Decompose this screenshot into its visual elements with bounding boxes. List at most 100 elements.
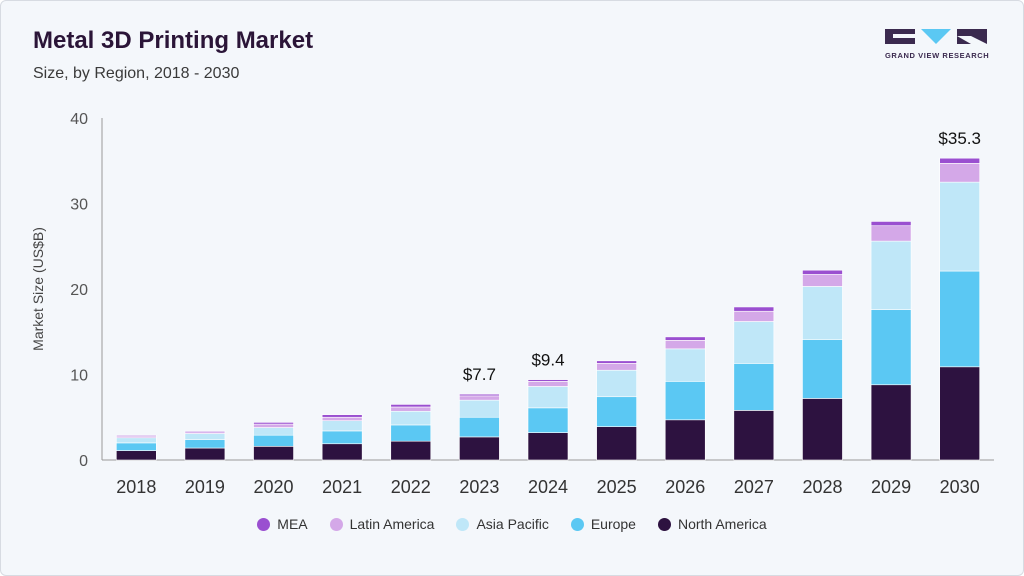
bar-segment-europe — [596, 396, 637, 427]
legend-item-mea[interactable]: MEA — [257, 516, 308, 532]
x-tick-label: 2022 — [391, 477, 431, 497]
legend-label-asia-pacific: Asia Pacific — [476, 516, 549, 532]
bar-segment-europe — [321, 430, 363, 445]
bar-segment-europe — [802, 339, 843, 399]
bar-segment-mea — [664, 336, 706, 341]
bar-segment-europe — [253, 434, 294, 447]
legend-item-north-america[interactable]: North America — [657, 516, 767, 532]
legend-label-mea: MEA — [277, 516, 308, 532]
bar-segment-north-america — [253, 446, 294, 461]
bar-segment-latin-america — [390, 406, 432, 412]
bar-segment-north-america — [184, 447, 226, 461]
bar-segment-asia-pacific — [733, 321, 775, 364]
bar-segment-europe — [939, 270, 980, 368]
bar-segment-latin-america — [939, 163, 980, 183]
bar-segment-north-america — [527, 432, 569, 461]
bar-segment-mea — [939, 157, 980, 164]
y-tick-label: 10 — [70, 368, 88, 385]
bar-segment-north-america — [733, 410, 775, 461]
legend-swatch-europe — [570, 517, 584, 531]
x-tick-label: 2021 — [322, 477, 362, 497]
legend-label-europe: Europe — [590, 516, 636, 532]
bar-segment-europe — [184, 439, 226, 449]
bar-segment-latin-america — [527, 381, 569, 387]
bar-segment-mea — [116, 434, 157, 437]
bar-segment-north-america — [459, 436, 500, 461]
y-tick-label: 40 — [70, 111, 88, 128]
y-tick-label: 0 — [79, 453, 88, 470]
bar-segment-latin-america — [596, 363, 637, 371]
legend-swatch-mea — [257, 517, 271, 531]
bar-segment-north-america — [802, 398, 843, 461]
legend-swatch-latin-america — [329, 517, 343, 531]
legend-item-europe[interactable]: Europe — [570, 516, 636, 532]
bar-segment-asia-pacific — [802, 286, 843, 340]
total-value-label: $9.4 — [531, 351, 564, 370]
bar-segment-europe — [116, 442, 157, 451]
bar-segment-europe — [390, 424, 432, 442]
x-tick-label: 2027 — [734, 477, 774, 497]
bar-segment-europe — [733, 363, 775, 411]
bar-segment-asia-pacific — [596, 369, 637, 398]
chart-title: Metal 3D Printing Market — [33, 27, 314, 54]
grand-view-research-logo — [885, 29, 987, 44]
bar-segment-europe — [527, 407, 569, 433]
x-tick-label: 2018 — [116, 477, 156, 497]
bar-segment-asia-pacific — [390, 410, 432, 426]
bar-segment-asia-pacific — [184, 433, 226, 440]
bar-segment-north-america — [390, 440, 432, 461]
x-tick-label: 2020 — [254, 477, 294, 497]
bar-segment-latin-america — [321, 416, 363, 421]
bar-segment-europe — [459, 416, 500, 438]
bar-segment-asia-pacific — [459, 399, 500, 418]
bar-segment-asia-pacific — [870, 240, 912, 310]
y-axis-label: Market Size (US$B) — [30, 227, 46, 351]
bar-segment-mea — [390, 404, 432, 408]
legend-label-north-america: North America — [677, 516, 767, 532]
bar-segment-mea — [802, 269, 843, 275]
bar-segment-asia-pacific — [321, 420, 363, 432]
bar-segment-latin-america — [253, 423, 294, 428]
logo-text: GRAND VIEW RESEARCH — [885, 51, 990, 60]
bar-segment-mea — [459, 393, 500, 397]
y-tick-label: 20 — [70, 282, 88, 299]
y-tick-label: 30 — [70, 197, 88, 214]
bar-segment-latin-america — [802, 274, 843, 287]
bar-segment-north-america — [664, 419, 706, 461]
bar-segment-north-america — [870, 384, 912, 461]
bar-segment-mea — [253, 422, 294, 425]
x-tick-label: 2019 — [185, 477, 225, 497]
bar-segment-asia-pacific — [527, 386, 569, 409]
bar-segment-mea — [321, 414, 363, 418]
total-value-label: $35.3 — [938, 129, 981, 148]
bar-segment-asia-pacific — [253, 427, 294, 436]
bar-segment-asia-pacific — [116, 437, 157, 444]
chart-legend: MEA Latin America Asia Pacific Europe No… — [0, 516, 1024, 532]
total-value-label: $7.7 — [463, 365, 496, 384]
bar-segment-latin-america — [459, 395, 500, 401]
bar-segment-mea — [733, 306, 775, 312]
bar-segment-europe — [664, 381, 706, 421]
bar-segment-asia-pacific — [664, 348, 706, 382]
x-tick-label: 2028 — [802, 477, 842, 497]
x-tick-label: 2029 — [871, 477, 911, 497]
bar-segment-mea — [596, 360, 637, 364]
x-tick-label: 2024 — [528, 477, 568, 497]
bar-segment-north-america — [116, 450, 157, 461]
bar-segment-north-america — [939, 366, 980, 461]
bar-segment-latin-america — [664, 339, 706, 350]
bar-segment-mea — [184, 430, 226, 433]
legend-item-asia-pacific[interactable]: Asia Pacific — [456, 516, 549, 532]
bar-segment-mea — [870, 221, 912, 227]
x-tick-label: 2030 — [940, 477, 980, 497]
bar-segment-latin-america — [733, 310, 775, 322]
bar-segment-asia-pacific — [939, 181, 980, 272]
bar-segment-europe — [870, 309, 912, 386]
x-tick-label: 2026 — [665, 477, 705, 497]
bar-segment-north-america — [596, 426, 637, 461]
x-tick-label: 2025 — [597, 477, 637, 497]
legend-item-latin-america[interactable]: Latin America — [329, 516, 435, 532]
legend-label-latin-america: Latin America — [349, 516, 435, 532]
